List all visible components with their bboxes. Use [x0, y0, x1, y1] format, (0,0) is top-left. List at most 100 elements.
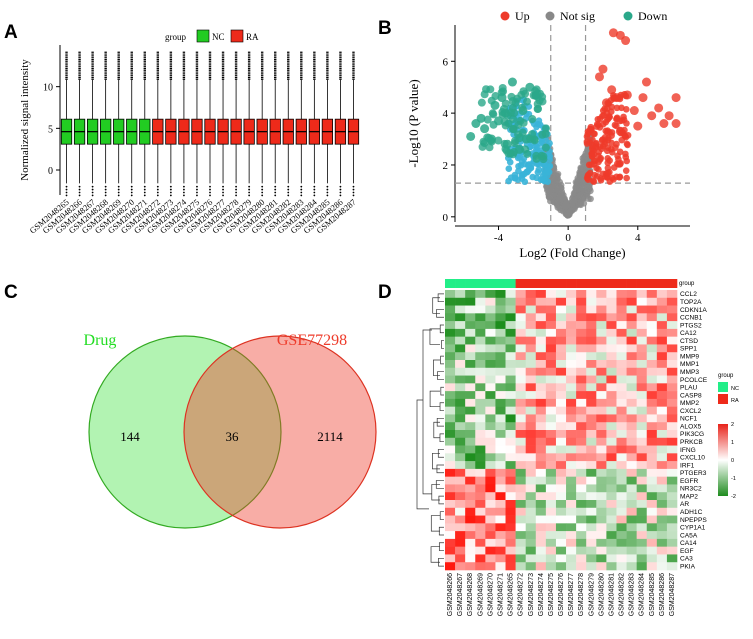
- box-outlier-point: [91, 191, 94, 194]
- heatmap-cell: [626, 336, 637, 345]
- heatmap-cell: [666, 531, 678, 540]
- heatmap-cell: [576, 360, 587, 369]
- heatmap-row-label: ALOX5: [680, 423, 702, 430]
- heatmap-cell: [566, 367, 577, 376]
- dendrogram-branch: [438, 542, 444, 551]
- heatmap-cell: [465, 414, 476, 423]
- heatmap-cell: [566, 375, 577, 384]
- heatmap-cell: [566, 430, 577, 439]
- heatmap-cell: [636, 515, 648, 524]
- heatmap-cell: [576, 546, 587, 555]
- heatmap-cell: [515, 352, 526, 361]
- volcano-y-tick-label: 0: [443, 212, 449, 224]
- heatmap-cell: [555, 313, 567, 322]
- heatmap-cell: [525, 406, 537, 415]
- heatmap-cell: [475, 430, 486, 439]
- heatmap-cell: [475, 321, 486, 330]
- heatmap-row-label: CXCL2: [680, 408, 702, 415]
- heatmap-cell: [535, 461, 547, 470]
- heatmap-cell: [596, 445, 607, 454]
- box-outlier-point: [65, 185, 68, 188]
- heatmap-cell: [535, 453, 547, 462]
- heatmap-cell: [505, 344, 516, 353]
- volcano-point-up-sig: [587, 125, 594, 133]
- heatmap-row-label: CA12: [680, 330, 697, 337]
- heatmap-cell: [626, 297, 637, 306]
- heatmap-cell: [636, 468, 648, 477]
- heatmap-cell: [576, 344, 587, 353]
- heatmap-cell: [465, 344, 476, 353]
- heatmap-cell: [586, 515, 597, 524]
- heatmap-cell: [495, 313, 506, 322]
- box-outlier-point: [326, 188, 329, 191]
- heatmap-annotation-cell: [445, 279, 456, 288]
- volcano-point-down: [523, 97, 532, 106]
- heatmap-cell: [445, 437, 456, 446]
- heatmap-cell: [445, 367, 456, 376]
- heatmap-cell: [646, 515, 658, 524]
- volcano-point-up-sig: [616, 174, 623, 181]
- box-outlier-point: [117, 185, 120, 188]
- heatmap-cell: [656, 360, 668, 369]
- box-outlier-point: [287, 185, 290, 188]
- volcano-point-up-sig: [612, 144, 619, 151]
- heatmap-cell: [545, 414, 557, 423]
- heatmap-cell: [626, 360, 637, 369]
- heatmap-cell: [666, 554, 678, 563]
- heatmap-cell: [566, 453, 577, 462]
- heatmap-row-label: IRF1: [680, 462, 695, 469]
- heatmap-cell: [445, 297, 456, 306]
- volcano-point-notsig: [587, 187, 594, 195]
- heatmap-cell: [555, 507, 567, 516]
- volcano-point-down: [531, 91, 540, 100]
- heatmap-cell: [656, 321, 668, 330]
- heatmap-annotation-cell: [525, 279, 537, 288]
- heatmap-cell: [666, 476, 678, 485]
- heatmap-cell: [535, 328, 547, 337]
- volcano-point-down: [494, 116, 504, 126]
- heatmap-cell: [485, 328, 496, 337]
- heatmap-row-label: CCL2: [680, 291, 697, 298]
- heatmap-cell: [495, 383, 506, 392]
- heatmap-cell: [636, 360, 648, 369]
- heatmap-column-label: GSM2048274: [538, 573, 545, 616]
- heatmap-cell: [666, 344, 678, 353]
- heatmap-cell: [475, 297, 486, 306]
- heatmap-cell: [586, 500, 597, 509]
- heatmap-row-label: CDKN1A: [680, 307, 707, 314]
- heatmap-cell: [576, 391, 587, 400]
- box-outlier-point: [287, 188, 290, 191]
- heatmap-cell: [555, 468, 567, 477]
- volcano-point-notsig: [576, 191, 584, 199]
- heatmap-cell: [596, 422, 607, 431]
- heatmap-cell: [566, 445, 577, 454]
- heatmap-cell: [455, 562, 466, 571]
- heatmap-cell: [455, 554, 466, 563]
- volcano-legend-swatch-2: [623, 11, 633, 21]
- volcano-point-notsig: [554, 199, 561, 206]
- heatmap-annotation-cell: [666, 279, 678, 288]
- heatmap-cell: [505, 500, 516, 509]
- heatmap-row-label: MMP9: [680, 353, 699, 360]
- heatmap-cell: [465, 538, 476, 547]
- heatmap-cell: [646, 538, 658, 547]
- box-outlier-point: [209, 194, 211, 197]
- volcano-point-up-sig: [624, 141, 631, 149]
- heatmap-cell: [646, 414, 658, 423]
- heatmap-cell: [485, 437, 496, 446]
- heatmap-cell: [545, 367, 557, 376]
- heatmap-cell: [475, 406, 486, 415]
- heatmap-cell: [545, 476, 557, 485]
- heatmap-cell: [576, 531, 587, 540]
- heatmap-cell: [475, 336, 486, 345]
- heatmap-cell: [465, 313, 476, 322]
- heatmap-cell: [455, 360, 466, 369]
- heatmap-cell: [505, 492, 516, 501]
- box-outlier-point: [91, 188, 94, 191]
- heatmap-column-label: GSM2048277: [568, 573, 575, 616]
- volcano-point-down: [541, 143, 550, 152]
- heatmap-cell: [636, 290, 648, 299]
- heatmap-cell: [606, 515, 617, 524]
- box-outlier-point: [222, 191, 224, 194]
- heatmap-cell: [535, 313, 547, 322]
